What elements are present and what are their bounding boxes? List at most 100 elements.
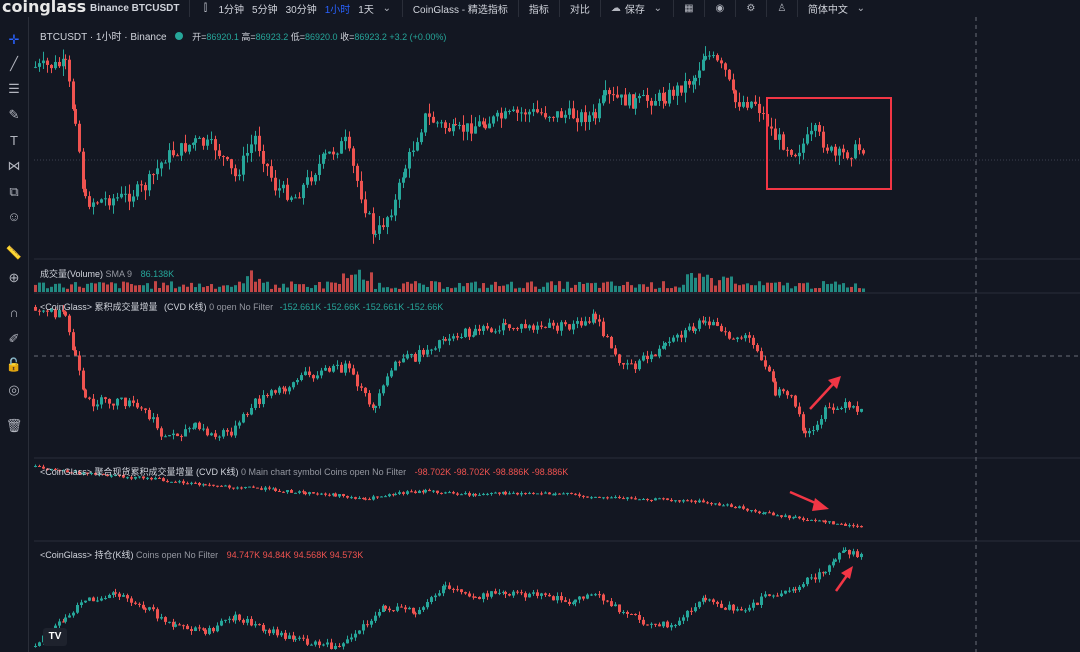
volume-bar <box>626 281 629 292</box>
price-candle <box>172 150 175 156</box>
zoom-icon[interactable]: ⊕ <box>8 270 20 285</box>
timeframe-1d[interactable]: 1天 <box>358 5 374 16</box>
trash-icon[interactable]: 🗑 <box>5 418 23 433</box>
low-value: 86920.0 <box>305 32 338 42</box>
timeframe-1m[interactable]: 1分钟 <box>218 5 245 16</box>
oi-candle <box>736 609 739 611</box>
chevron-down-icon[interactable]: ⌄ <box>653 3 663 14</box>
cvd-candle <box>414 353 417 362</box>
price-candle <box>108 198 111 206</box>
volume-bar <box>390 288 393 292</box>
oi-candle <box>828 565 831 572</box>
measure-icon[interactable]: ⧉ <box>9 184 19 199</box>
chart-area[interactable]: BTCUSDT · 1小时 · Binance 开=86920.1 高=8692… <box>34 17 1080 652</box>
price-candle <box>128 193 131 202</box>
camera-icon[interactable]: ◉ <box>715 3 725 14</box>
spot-cvd-candle <box>278 490 281 492</box>
brush-icon[interactable]: ✎ <box>8 107 20 122</box>
gear-icon[interactable]: ⚙ <box>746 3 756 14</box>
oi-candle <box>822 572 825 574</box>
price-candle <box>588 115 591 122</box>
spot-cvd-candle <box>320 493 323 495</box>
user-icon[interactable]: ♙ <box>777 3 787 14</box>
volume-bar <box>754 285 757 292</box>
fib-icon[interactable]: ☰ <box>8 81 20 96</box>
cvd-candle <box>348 363 351 369</box>
price-candle <box>298 197 301 199</box>
cloud-save-icon[interactable]: ☁ <box>610 3 621 14</box>
compare-bars-icon[interactable]: ⫿ <box>203 3 208 14</box>
spot-cvd-candle <box>698 500 701 503</box>
timeframe-1h[interactable]: 1小时 <box>324 5 351 16</box>
price-candle <box>702 59 705 71</box>
oi-candle <box>366 624 369 626</box>
volume-bar <box>794 286 797 292</box>
volume-bar <box>350 274 353 292</box>
chevron-down-icon[interactable]: ⌄ <box>856 3 866 14</box>
cvd-candle <box>180 436 183 438</box>
cvd-candle <box>406 354 409 359</box>
symbol-selector[interactable]: Binance BTCUSDT <box>90 3 180 14</box>
timeframe-5m[interactable]: 5分钟 <box>252 5 278 16</box>
crosshair-icon[interactable]: ✛ <box>8 32 20 47</box>
spot-cvd-candle <box>78 471 81 475</box>
oi-candle <box>472 596 475 598</box>
price-candle <box>242 155 245 175</box>
lock-icon[interactable]: 🔓 <box>5 357 23 372</box>
oi-candle <box>198 627 201 629</box>
timeframe-30m[interactable]: 30分钟 <box>285 5 317 16</box>
layout-grid-icon[interactable]: ▦ <box>684 3 694 14</box>
lock-draw-icon[interactable]: ✐ <box>8 331 20 346</box>
cvd-candle <box>442 339 445 341</box>
cvd-candle <box>372 404 375 408</box>
cvd-candle <box>54 309 57 318</box>
oi-candle <box>434 595 437 598</box>
compare-button[interactable]: 对比 <box>569 5 590 16</box>
cvd-candle <box>848 402 851 408</box>
price-candle <box>432 116 435 123</box>
cvd-candle <box>464 328 467 338</box>
spot-cvd-candle <box>74 471 77 473</box>
price-candle <box>270 166 273 178</box>
cvd-candle <box>194 422 197 428</box>
oi-candle <box>294 638 297 640</box>
indicators-button[interactable]: 指标 <box>528 5 549 16</box>
price-candle <box>274 177 277 191</box>
save-button[interactable]: 保存 <box>624 5 645 16</box>
pattern-icon[interactable]: ⋈ <box>7 158 21 173</box>
emoji-icon[interactable]: ☺ <box>7 209 21 224</box>
magnet-icon[interactable]: ∩ <box>9 305 19 320</box>
chart-canvas[interactable] <box>34 17 1080 652</box>
volume-bar <box>82 287 85 292</box>
oi-candle <box>806 577 809 585</box>
text-icon[interactable]: T <box>10 133 18 148</box>
price-candle <box>454 124 457 126</box>
spot-cvd-candle <box>228 485 231 488</box>
oi-candle <box>122 595 125 597</box>
spot-cvd-candle <box>650 499 653 501</box>
trendline-icon[interactable]: ╱ <box>10 56 18 71</box>
cvd-candle <box>382 385 385 394</box>
volume-bar <box>286 287 289 292</box>
oi-candle <box>64 617 67 622</box>
eye-icon[interactable]: ◎ <box>8 382 20 397</box>
cvd-candle <box>646 355 649 360</box>
volume-bar <box>646 286 649 292</box>
spot-cvd-candle <box>298 491 301 493</box>
cvd-candle <box>860 408 863 412</box>
chevron-down-icon[interactable]: ⌄ <box>382 3 392 14</box>
spot-cvd-candle <box>486 493 489 495</box>
price-candle <box>324 153 327 155</box>
ruler-icon[interactable]: 📏 <box>5 245 23 260</box>
spot-cvd-candle <box>722 505 725 507</box>
oi-candle <box>788 590 791 592</box>
price-candle <box>814 125 817 131</box>
language-selector[interactable]: 简体中文 <box>807 5 848 16</box>
cvd-candle <box>494 331 497 333</box>
tradingview-logo[interactable]: TV <box>43 628 67 646</box>
price-candle <box>462 124 465 132</box>
price-candle <box>120 193 123 198</box>
indicator-template-button[interactable]: CoinGlass - 精选指标 <box>412 5 508 16</box>
spot-cvd-candle <box>236 487 239 489</box>
spot-cvd-candle <box>232 487 235 489</box>
